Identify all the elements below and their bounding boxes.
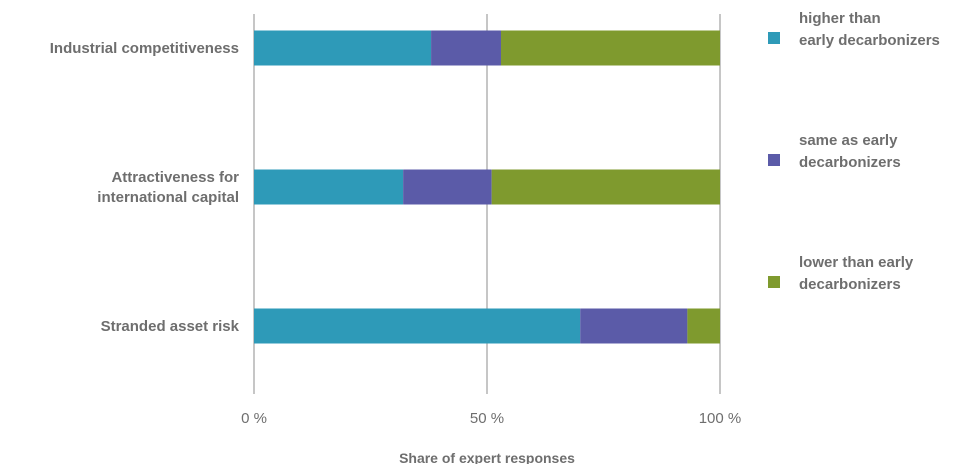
bar-segments bbox=[254, 30, 720, 344]
legend-label-2-line-1: same as early bbox=[799, 132, 898, 149]
category-label-2-line-2: international capital bbox=[97, 189, 239, 206]
legend-swatch-1 bbox=[768, 32, 780, 44]
legend-label-3-line-2: decarbonizers bbox=[799, 276, 901, 293]
bar-segment-3-1 bbox=[254, 308, 581, 344]
legend-label-3-line-1: lower than early bbox=[799, 254, 914, 271]
category-label-2-line-1: Attractiveness for bbox=[111, 169, 239, 186]
bar-segment-1-1 bbox=[254, 30, 432, 66]
legend-label-1-line-1: higher than bbox=[799, 10, 881, 27]
legend-label-2-line-2: decarbonizers bbox=[799, 154, 901, 171]
legend-label-1-line-2: early decarbonizers bbox=[799, 32, 940, 49]
bar-segment-3-2 bbox=[580, 308, 688, 344]
category-label-3: Stranded asset risk bbox=[101, 318, 240, 335]
category-label-1: Industrial competitiveness bbox=[50, 40, 239, 57]
bar-segment-1-3 bbox=[500, 30, 720, 66]
legend-swatch-3 bbox=[768, 276, 780, 288]
legend: higher than early decarbonizers same as ea… bbox=[768, 10, 940, 293]
x-tick-label-0: 0 % bbox=[241, 410, 267, 427]
bar-segment-2-3 bbox=[491, 169, 720, 205]
x-axis-title: Share of expert responses bbox=[399, 450, 575, 464]
bar-segment-1-2 bbox=[431, 30, 501, 66]
bar-segment-3-3 bbox=[687, 308, 720, 344]
bar-segment-2-2 bbox=[403, 169, 492, 205]
x-tick-label-100: 100 % bbox=[699, 410, 742, 427]
bar-segment-2-1 bbox=[254, 169, 404, 205]
x-tick-labels: 0 % 50 % 100 % bbox=[241, 410, 741, 427]
category-labels: Industrial competitiveness Attractiveness… bbox=[50, 40, 240, 335]
x-tick-label-50: 50 % bbox=[470, 410, 504, 427]
legend-swatch-2 bbox=[768, 154, 780, 166]
